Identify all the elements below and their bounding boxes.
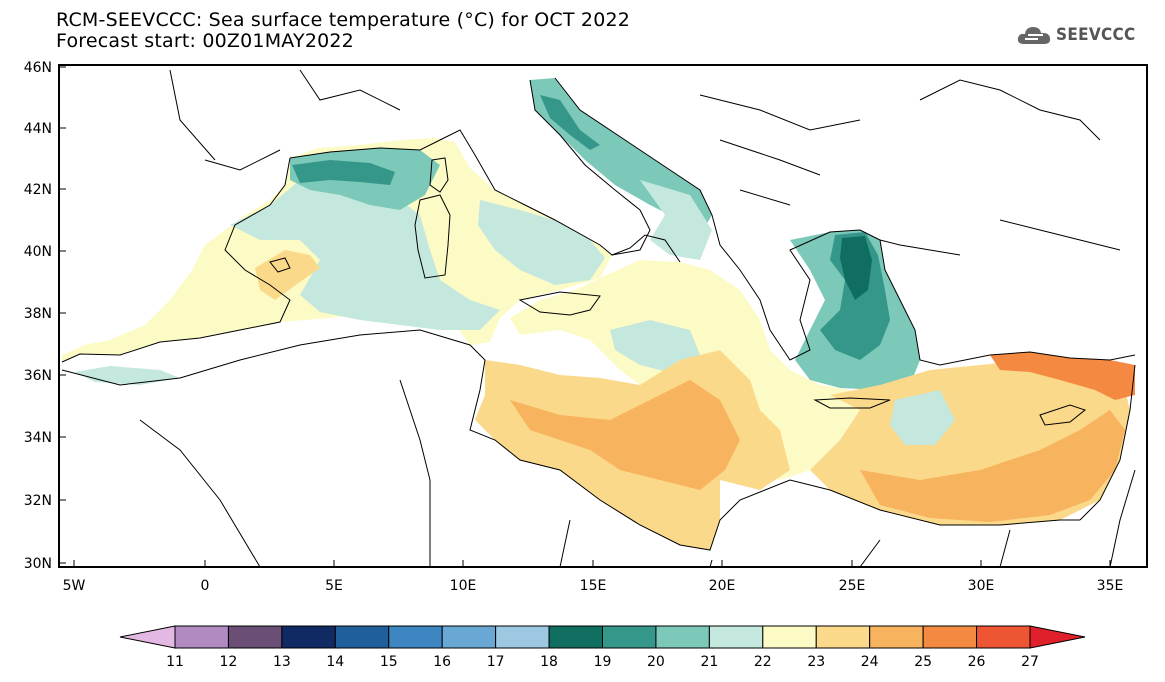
- colorbar-label: 17: [487, 654, 505, 670]
- map-title-block: RCM-SEEVCCC: Sea surface temperature (°C…: [56, 10, 630, 52]
- seevccc-logo: SEEVCCC: [1016, 24, 1136, 46]
- island-corsica: [429, 157, 449, 193]
- ligurian-cold-19: [292, 160, 395, 185]
- colorbar-label: 26: [968, 654, 986, 670]
- colorbar-swatch: [227, 625, 283, 649]
- adriatic-south: [640, 180, 712, 260]
- colorbar-swatch: [869, 625, 924, 649]
- colorbar-label: 19: [594, 654, 612, 670]
- island-sicily: [518, 291, 601, 316]
- colorbar-label: 11: [166, 654, 184, 670]
- colorbar-swatch: [976, 625, 1031, 649]
- alboran-cool: [75, 366, 180, 385]
- colorbar-swatch: [655, 625, 710, 649]
- sea-temperature-field: [62, 78, 1135, 550]
- coastline-africa: [61, 329, 1080, 551]
- border-lines: [139, 69, 1136, 567]
- coastline-turkey: [879, 239, 1136, 366]
- lat-tick-label: 44N: [24, 121, 52, 137]
- colorbar-swatch: [495, 625, 550, 649]
- lat-tick-label: 38N: [24, 306, 52, 322]
- colorbar-label: 20: [647, 654, 665, 670]
- lat-tick-label: 30N: [24, 556, 52, 572]
- colorbar-label: 16: [433, 654, 451, 670]
- logo-text: SEEVCCC: [1056, 25, 1136, 45]
- colorbar: 11 12 13 14 15 16 17 18 19 20 21 22 23 24 25 26 27: [119, 625, 1086, 670]
- aegean-deepest: [840, 236, 872, 300]
- colorbar-label: 27: [1021, 654, 1039, 670]
- western-cool-21: [230, 175, 500, 330]
- map-title: RCM-SEEVCCC: Sea surface temperature (°C…: [56, 9, 631, 31]
- island-cyprus: [1039, 404, 1087, 426]
- lon-tick-label: 35E: [1097, 578, 1124, 594]
- colorbar-label: 22: [754, 654, 772, 670]
- colorbar-swatch: [334, 625, 390, 649]
- colorbar-swatch: [548, 625, 603, 649]
- lon-tick-label: 10E: [450, 578, 477, 594]
- lat-tick-label: 42N: [24, 182, 52, 198]
- coastline-italy-east: [529, 79, 651, 256]
- lat-tick-label: 32N: [24, 493, 52, 509]
- coastline-iberia: [61, 157, 291, 363]
- colorbar-swatch: [388, 625, 443, 649]
- colorbar-label: 23: [807, 654, 825, 670]
- land-outlines: [61, 69, 1136, 567]
- lon-tick-label: 25E: [839, 578, 866, 594]
- colorbar-label: 13: [273, 654, 291, 670]
- colorbar-label: 21: [700, 654, 718, 670]
- colorbar-label: 12: [220, 654, 238, 670]
- island-majorca: [269, 257, 291, 273]
- colorbar-left-arrow: [119, 625, 176, 649]
- colorbar-label: 25: [914, 654, 932, 670]
- colorbar-swatch: [922, 625, 978, 649]
- colorbar-label: 14: [326, 654, 344, 670]
- colorbar-label: 24: [861, 654, 879, 670]
- tyrrhenian-cool: [478, 200, 605, 285]
- map-subtitle: Forecast start: 00Z01MAY2022: [56, 30, 354, 52]
- colorbar-swatch: [762, 625, 817, 649]
- colorbar-label: 15: [380, 654, 398, 670]
- lon-tick-label: 15E: [580, 578, 607, 594]
- lon-tick-label: 20E: [709, 578, 736, 594]
- colorbar-swatch: [441, 625, 497, 649]
- colorbar-label: 18: [540, 654, 558, 670]
- coastline-north: [289, 129, 681, 263]
- lon-tick-label: 5W: [63, 578, 86, 594]
- colorbar-right-arrow: [1029, 625, 1086, 649]
- latitude-axis: 46N 44N 42N 40N 38N 36N 34N 32N 30N: [24, 60, 66, 572]
- libya-warm-25: [510, 380, 740, 490]
- map-frame: [58, 64, 1148, 568]
- colorbar-swatch: [602, 625, 657, 649]
- levantine-hot-26: [990, 352, 1135, 400]
- levantine-cool: [890, 390, 955, 445]
- balearic-warm: [255, 250, 320, 300]
- lon-tick-label: 30E: [968, 578, 995, 594]
- colorbar-swatch: [281, 625, 336, 649]
- colorbar-swatch: [174, 625, 229, 649]
- longitude-axis: 5W 0 5E 10E 15E 20E 25E 30E 35E: [63, 560, 1124, 594]
- lat-tick-label: 34N: [24, 430, 52, 446]
- adriatic-cold: [540, 95, 600, 150]
- lon-tick-label: 0: [201, 578, 210, 594]
- island-crete: [813, 397, 891, 409]
- lat-tick-label: 40N: [24, 244, 52, 260]
- colorbar-swatch: [815, 625, 871, 649]
- ionian-cool: [610, 320, 700, 375]
- lat-tick-label: 46N: [24, 60, 52, 76]
- coastline-balkans: [554, 77, 961, 361]
- levantine-warm-25: [860, 410, 1125, 522]
- colorbar-swatch: [708, 625, 764, 649]
- coastline-levant: [1079, 364, 1136, 521]
- lat-tick-label: 36N: [24, 368, 52, 384]
- cloud-icon: [1017, 27, 1051, 44]
- island-sardinia: [414, 194, 451, 279]
- lon-tick-label: 5E: [325, 578, 343, 594]
